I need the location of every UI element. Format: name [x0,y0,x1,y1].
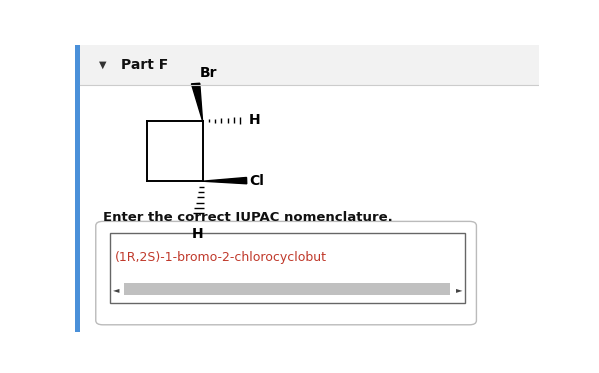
Polygon shape [202,178,247,184]
Text: Cl: Cl [249,173,264,188]
Polygon shape [192,83,202,121]
Text: ►: ► [455,285,462,294]
Text: (1R,2S)-1-bromo-2-chlorocyclobut: (1R,2S)-1-bromo-2-chlorocyclobut [115,251,327,264]
Text: H: H [249,113,261,127]
FancyBboxPatch shape [110,233,465,303]
FancyBboxPatch shape [80,45,539,85]
Text: Enter the correct IUPAC nomenclature.: Enter the correct IUPAC nomenclature. [103,211,392,224]
FancyBboxPatch shape [123,283,449,295]
FancyBboxPatch shape [96,222,476,325]
Text: Part F: Part F [122,58,168,72]
Text: ◄: ◄ [113,285,119,294]
Text: ▼: ▼ [99,60,107,70]
FancyBboxPatch shape [75,45,80,332]
Text: Br: Br [200,66,217,80]
Text: H: H [192,226,204,241]
